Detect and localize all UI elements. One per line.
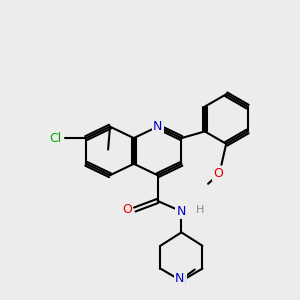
Text: N: N [174, 272, 183, 285]
Text: N: N [177, 204, 186, 217]
Text: N: N [177, 274, 186, 287]
Text: H: H [196, 206, 205, 215]
Text: N: N [175, 272, 184, 285]
Text: H: H [196, 206, 205, 215]
Text: N: N [177, 205, 186, 218]
Text: N: N [153, 120, 162, 133]
Text: O: O [214, 167, 224, 180]
Text: O: O [122, 203, 132, 216]
Text: Cl: Cl [50, 132, 62, 145]
Text: N: N [153, 120, 162, 133]
Text: Cl: Cl [50, 132, 62, 145]
Text: O: O [122, 203, 132, 216]
Text: O: O [214, 167, 224, 180]
